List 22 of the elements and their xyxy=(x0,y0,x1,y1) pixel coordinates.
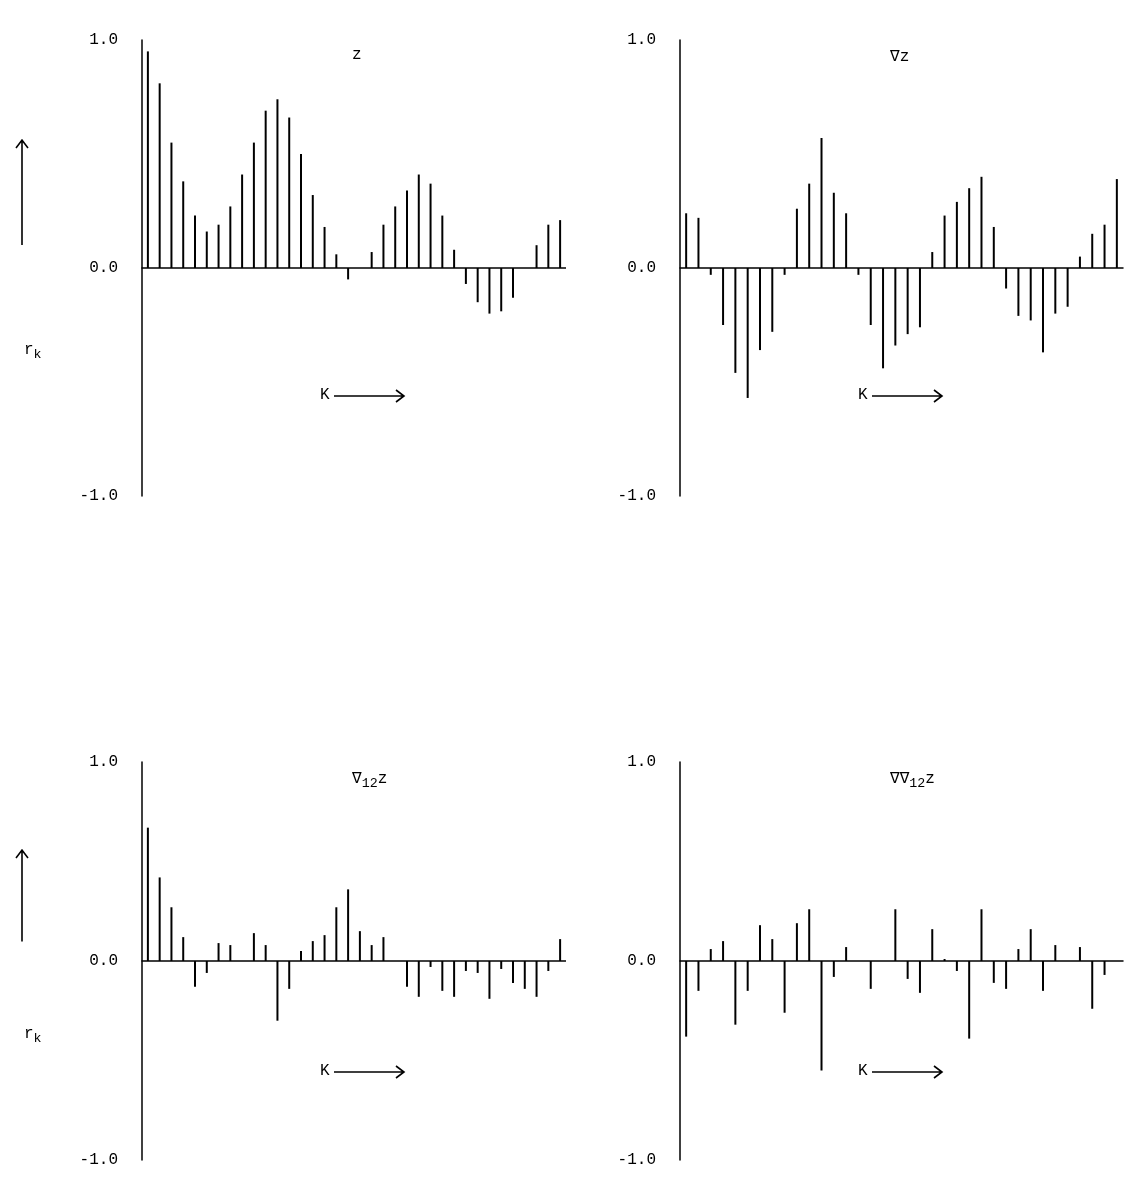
y-tick-label: -1.0 xyxy=(79,1151,118,1169)
y-tick-label: -1.0 xyxy=(617,487,656,505)
chart-title: z xyxy=(352,46,362,64)
y-tick-label: 1.0 xyxy=(89,753,118,771)
y-axis-title: r$_{k}$ xyxy=(24,340,42,363)
y-tick-label: -1.0 xyxy=(79,487,118,505)
text: ∇z xyxy=(890,47,910,66)
y-tick-label: 0.0 xyxy=(627,952,656,970)
y-tick-label: 1.0 xyxy=(89,31,118,49)
y-tick-label: 0.0 xyxy=(89,259,118,277)
y-tick-label: -1.0 xyxy=(617,1151,656,1169)
y-tick-label: 0.0 xyxy=(89,952,118,970)
x-axis-title: K xyxy=(320,385,330,404)
text: ∇∇$_{12}$z xyxy=(890,769,935,792)
x-axis-title: K xyxy=(858,1062,868,1081)
text: ∇$_{12}$z xyxy=(352,769,388,792)
y-axis-title: r$_{k}$ xyxy=(24,1024,42,1046)
y-tick-label: 0.0 xyxy=(627,259,656,277)
x-axis-title: K xyxy=(320,1062,330,1081)
y-tick-label: 1.0 xyxy=(627,753,656,771)
x-axis-title: K xyxy=(858,385,868,404)
y-tick-label: 1.0 xyxy=(627,31,656,49)
